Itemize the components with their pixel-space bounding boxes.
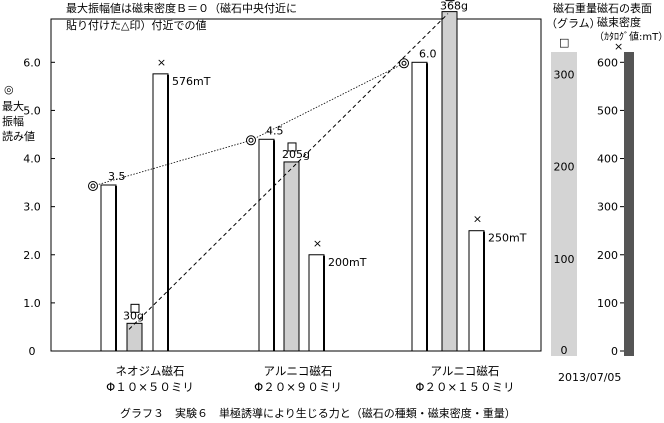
chart-title-line-2: 貼り付けた△印）付近での値 bbox=[66, 18, 206, 32]
weight-data-label: 30g bbox=[123, 309, 144, 322]
flux-tick-label: 400 bbox=[597, 153, 618, 166]
chart-caption: グラフ３ 実験６ 単極誘導により生じる力と（磁石の種類・磁束密度・重量） bbox=[120, 406, 516, 420]
flux-marker: × bbox=[313, 237, 322, 250]
flux-tick-label: 600 bbox=[597, 56, 618, 69]
weight-marker bbox=[130, 303, 140, 313]
flux-tick-label: 500 bbox=[597, 104, 618, 117]
category-label-size: Φ２０×９０ミリ bbox=[254, 380, 342, 394]
flux-axis-band bbox=[624, 52, 634, 356]
flux-axis-label-3: （ｶﾀﾛｸﾞ値:mT） bbox=[594, 30, 664, 43]
flux-tick-label: 0 bbox=[611, 345, 618, 358]
amplitude-bar bbox=[411, 61, 428, 352]
weight-axis-marker: □ bbox=[559, 36, 569, 49]
weight-tick-label: 200 bbox=[554, 161, 575, 174]
left-tick-label: 5.0 bbox=[23, 104, 41, 117]
amplitude-marker-inner bbox=[90, 183, 96, 189]
flux-axis-marker: × bbox=[614, 40, 623, 53]
left-axis-marker: ◎ bbox=[4, 83, 14, 96]
category-label-name: アルニコ磁石 bbox=[431, 364, 500, 378]
amplitude-bar bbox=[258, 138, 275, 352]
left-axis-label-2: 振幅 bbox=[2, 114, 24, 128]
amplitude-marker-inner bbox=[248, 137, 254, 143]
flux-tick-label: 300 bbox=[597, 201, 618, 214]
flux-data-label: 576mT bbox=[172, 75, 211, 88]
weight-tick-label: 300 bbox=[554, 68, 575, 81]
flux-bar bbox=[468, 230, 485, 352]
left-tick-label: 2.0 bbox=[23, 249, 41, 262]
chart-date: 2013/07/05 bbox=[558, 371, 621, 384]
amplitude-marker bbox=[88, 181, 98, 191]
category-labels: ネオジム磁石Φ１０×５０ミリアルニコ磁石Φ２０×９０ミリアルニコ磁石Φ２０×１５… bbox=[106, 364, 514, 394]
weight-bar bbox=[441, 11, 458, 352]
weight-axis-label-1: 磁石重量 bbox=[553, 1, 597, 15]
category-label-name: ネオジム磁石 bbox=[116, 364, 185, 378]
markers: 3.5 30g × 576mT 4.5 205g × 200mT 6.0 368g × 250mT bbox=[88, 0, 527, 322]
amplitude-data-label: 3.5 bbox=[108, 170, 126, 183]
weight-data-label: 205g bbox=[282, 148, 310, 161]
left-axis-ticks: 0 1.0 2.0 3.0 4.0 5.0 6.0 bbox=[23, 56, 55, 358]
bars bbox=[100, 11, 485, 352]
weight-axis-ticks: 0 100 200 300 bbox=[554, 68, 575, 357]
weight-axis-label-2: （グラム） bbox=[546, 16, 601, 30]
weight-marker bbox=[287, 142, 297, 152]
weight-bar bbox=[126, 322, 143, 352]
weight-marker bbox=[445, 0, 455, 2]
weight-tick-label: 100 bbox=[554, 253, 575, 266]
amplitude-marker-inner bbox=[401, 60, 407, 66]
flux-tick-label: 200 bbox=[597, 249, 618, 262]
amplitude-data-label: 6.0 bbox=[419, 47, 437, 60]
category-label-size: Φ１０×５０ミリ bbox=[106, 380, 194, 394]
weight-tick-label: 0 bbox=[561, 344, 568, 357]
flux-bar bbox=[152, 73, 169, 352]
flux-marker: × bbox=[157, 56, 166, 69]
amplitude-marker bbox=[399, 58, 409, 69]
flux-tick-label: 100 bbox=[597, 297, 618, 310]
amplitude-data-label: 4.5 bbox=[266, 124, 284, 137]
left-tick-label: 3.0 bbox=[23, 201, 41, 214]
left-tick-label: 1.0 bbox=[23, 297, 41, 310]
weight-bar bbox=[283, 161, 300, 352]
flux-data-label: 200mT bbox=[328, 256, 367, 269]
left-tick-label: 4.0 bbox=[23, 153, 41, 166]
left-tick-label: 0 bbox=[29, 345, 36, 358]
amplitude-trend-line bbox=[92, 62, 405, 187]
weight-axis-band bbox=[551, 52, 577, 356]
flux-bar bbox=[308, 254, 325, 352]
left-axis-label-1: 最大 bbox=[2, 99, 24, 113]
flux-axis-label-2: 磁束密度 bbox=[597, 15, 641, 29]
amplitude-marker bbox=[246, 135, 256, 146]
weight-trend-line bbox=[128, 13, 449, 330]
flux-data-label: 250mT bbox=[488, 232, 527, 245]
chart-title-line-1: 最大振幅値は磁束密度Ｂ＝０（磁石中央付近に bbox=[66, 1, 297, 15]
left-tick-label: 6.0 bbox=[23, 56, 41, 69]
flux-marker: × bbox=[473, 213, 482, 226]
left-axis-label-3: 読み値 bbox=[2, 129, 35, 143]
flux-axis-label-1: 磁石の表面 bbox=[597, 1, 652, 15]
trend-lines bbox=[92, 13, 449, 330]
category-label-name: アルニコ磁石 bbox=[264, 364, 333, 378]
amplitude-bar bbox=[100, 184, 117, 352]
weight-data-label: 368g bbox=[440, 0, 468, 13]
category-label-size: Φ２０×１５０ミリ bbox=[415, 380, 514, 394]
flux-axis-ticks: 0 100 200 300 400 500 600 bbox=[597, 56, 624, 358]
